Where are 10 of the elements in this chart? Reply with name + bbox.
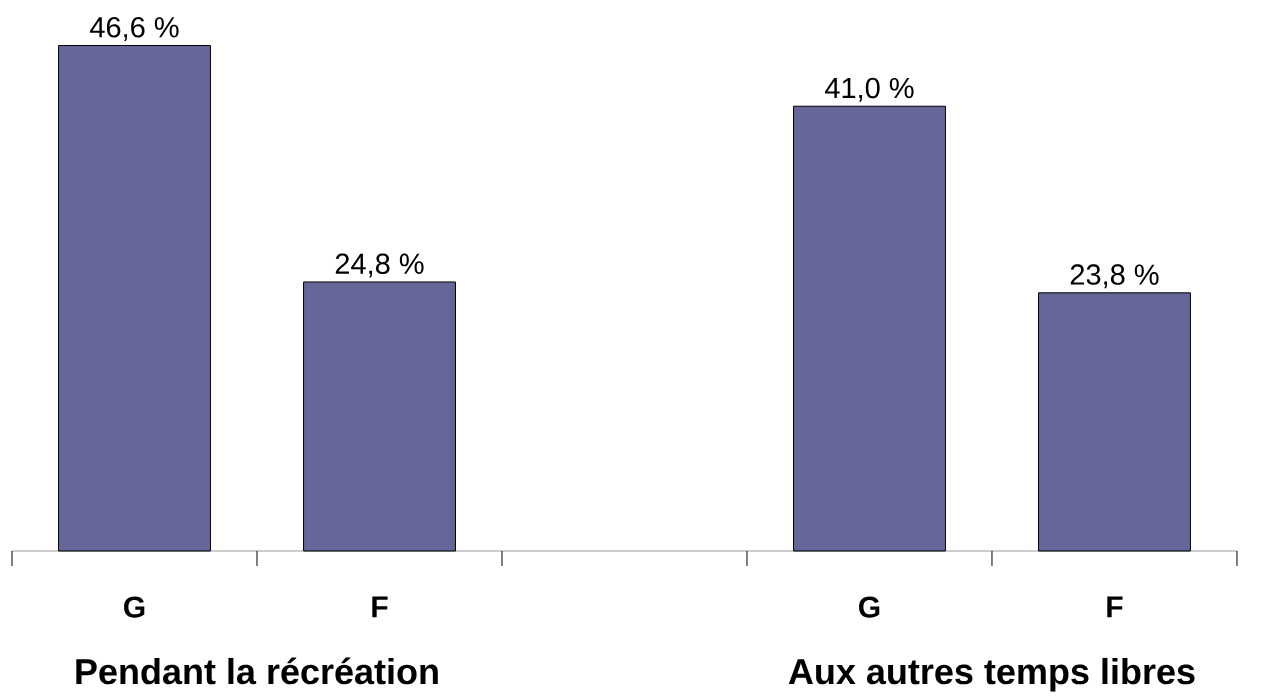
data-label: 46,6 %: [90, 17, 179, 41]
data-label: 23,8 %: [1070, 264, 1159, 289]
text: Aux autres temps libres: [788, 657, 1195, 692]
x-tick-label: G: [859, 596, 880, 618]
x-tick-label: G: [124, 596, 145, 618]
x-tick-label: F: [1107, 596, 1123, 618]
data-label: 41,0 %: [825, 77, 914, 102]
x-tick-label: F: [372, 596, 388, 618]
data-label: 24,8 %: [335, 253, 424, 278]
text: Pendant la récréation: [76, 657, 438, 685]
